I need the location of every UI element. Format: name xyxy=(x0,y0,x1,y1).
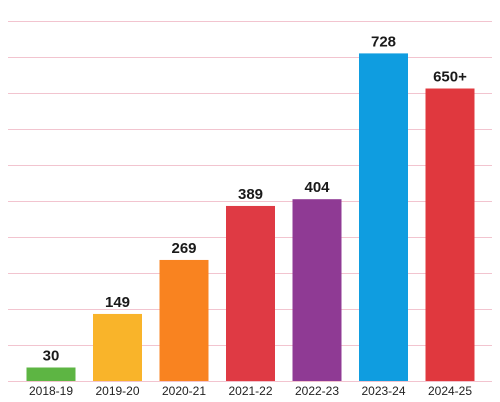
data-label: 650+ xyxy=(433,69,467,86)
bar-2024-25 xyxy=(425,88,475,381)
data-labels: 30 149 269 389 404 728 650+ xyxy=(43,33,467,364)
bars xyxy=(26,53,475,382)
x-tick-label: 2018-19 xyxy=(29,384,73,398)
data-label: 269 xyxy=(171,240,196,257)
x-tick-label: 2021-22 xyxy=(228,384,272,398)
x-tick-labels: 2018-19 2019-20 2020-21 2021-22 2022-23 2023-… xyxy=(29,384,472,398)
data-label: 149 xyxy=(105,294,130,311)
x-tick-label: 2024-25 xyxy=(428,384,472,398)
data-label: 728 xyxy=(371,33,396,50)
x-tick-label: 2023-24 xyxy=(361,384,405,398)
data-label: 30 xyxy=(43,348,60,365)
data-label: 404 xyxy=(304,179,330,196)
bar-2021-22 xyxy=(226,205,275,381)
x-tick-label: 2022-23 xyxy=(295,384,339,398)
bar-2020-21 xyxy=(159,259,209,381)
bar-2023-24 xyxy=(359,53,408,382)
bar-2019-20 xyxy=(93,313,142,381)
bar-2018-19 xyxy=(26,367,76,381)
x-tick-label: 2020-21 xyxy=(162,384,206,398)
x-tick-label: 2019-20 xyxy=(95,384,139,398)
data-label: 389 xyxy=(238,186,263,203)
bar-2022-23 xyxy=(292,199,342,381)
